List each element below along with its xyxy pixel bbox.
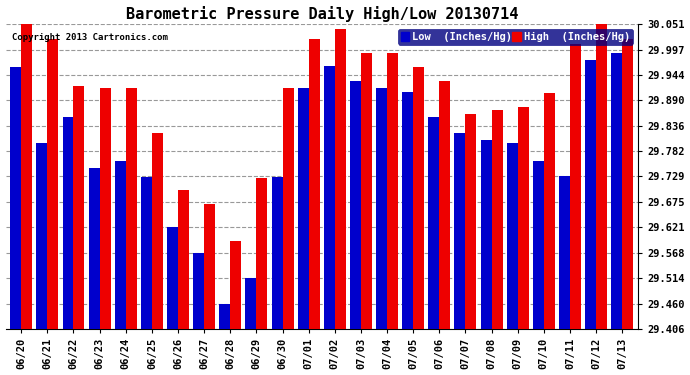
Bar [167,227,178,329]
Bar [491,110,502,329]
Bar [74,86,84,329]
Legend: Low  (Inches/Hg), High  (Inches/Hg): Low (Inches/Hg), High (Inches/Hg) [398,29,633,45]
Bar [219,304,230,329]
Bar [99,88,110,329]
Bar [455,134,466,329]
Bar [297,88,308,329]
Bar [126,88,137,329]
Bar [246,278,257,329]
Text: Copyright 2013 Cartronics.com: Copyright 2013 Cartronics.com [12,33,168,42]
Bar [402,92,413,329]
Bar [10,67,21,329]
Bar [37,143,48,329]
Bar [506,143,518,329]
Bar [308,39,319,329]
Bar [152,134,163,329]
Bar [533,161,544,329]
Bar [324,66,335,329]
Bar [230,241,241,329]
Bar [544,93,555,329]
Bar [559,176,570,329]
Title: Barometric Pressure Daily High/Low 20130714: Barometric Pressure Daily High/Low 20130… [126,6,518,21]
Bar [361,53,372,329]
Bar [178,190,189,329]
Bar [611,53,622,329]
Bar [272,177,282,329]
Bar [585,60,596,329]
Bar [570,44,581,329]
Bar [596,24,607,329]
Bar [387,53,398,329]
Bar [350,81,361,329]
Bar [193,252,204,329]
Bar [204,204,215,329]
Bar [518,107,529,329]
Bar [376,88,387,329]
Bar [335,29,346,329]
Bar [88,168,99,329]
Bar [282,88,293,329]
Bar [257,178,268,329]
Bar [115,161,126,329]
Bar [21,24,32,329]
Bar [481,140,491,329]
Bar [63,117,74,329]
Bar [466,114,476,329]
Bar [141,177,152,329]
Bar [440,81,451,329]
Bar [428,117,440,329]
Bar [622,39,633,329]
Bar [48,39,59,329]
Bar [413,67,424,329]
